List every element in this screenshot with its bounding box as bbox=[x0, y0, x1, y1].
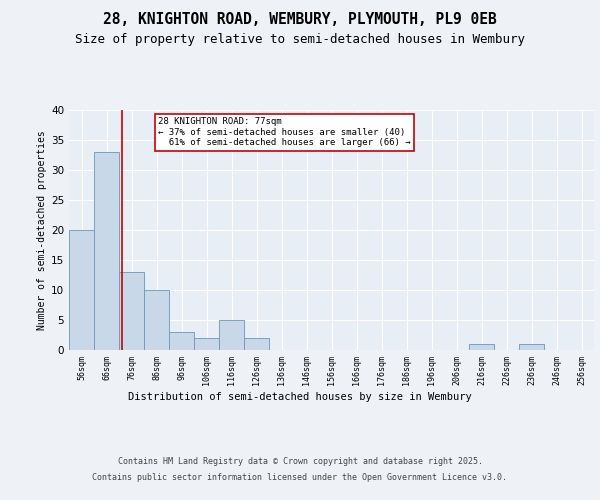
Text: Contains public sector information licensed under the Open Government Licence v3: Contains public sector information licen… bbox=[92, 472, 508, 482]
Bar bbox=[70, 230, 94, 350]
Text: Distribution of semi-detached houses by size in Wembury: Distribution of semi-detached houses by … bbox=[128, 392, 472, 402]
Bar bbox=[119, 272, 143, 350]
Bar bbox=[244, 338, 269, 350]
Bar bbox=[94, 152, 119, 350]
Bar bbox=[194, 338, 218, 350]
Bar bbox=[520, 344, 544, 350]
Y-axis label: Number of semi-detached properties: Number of semi-detached properties bbox=[37, 130, 47, 330]
Text: 28, KNIGHTON ROAD, WEMBURY, PLYMOUTH, PL9 0EB: 28, KNIGHTON ROAD, WEMBURY, PLYMOUTH, PL… bbox=[103, 12, 497, 28]
Bar bbox=[220, 320, 244, 350]
Text: Size of property relative to semi-detached houses in Wembury: Size of property relative to semi-detach… bbox=[75, 32, 525, 46]
Text: Contains HM Land Registry data © Crown copyright and database right 2025.: Contains HM Land Registry data © Crown c… bbox=[118, 458, 482, 466]
Bar bbox=[145, 290, 169, 350]
Bar bbox=[469, 344, 494, 350]
Bar bbox=[169, 332, 194, 350]
Text: 28 KNIGHTON ROAD: 77sqm
← 37% of semi-detached houses are smaller (40)
  61% of : 28 KNIGHTON ROAD: 77sqm ← 37% of semi-de… bbox=[158, 117, 411, 147]
